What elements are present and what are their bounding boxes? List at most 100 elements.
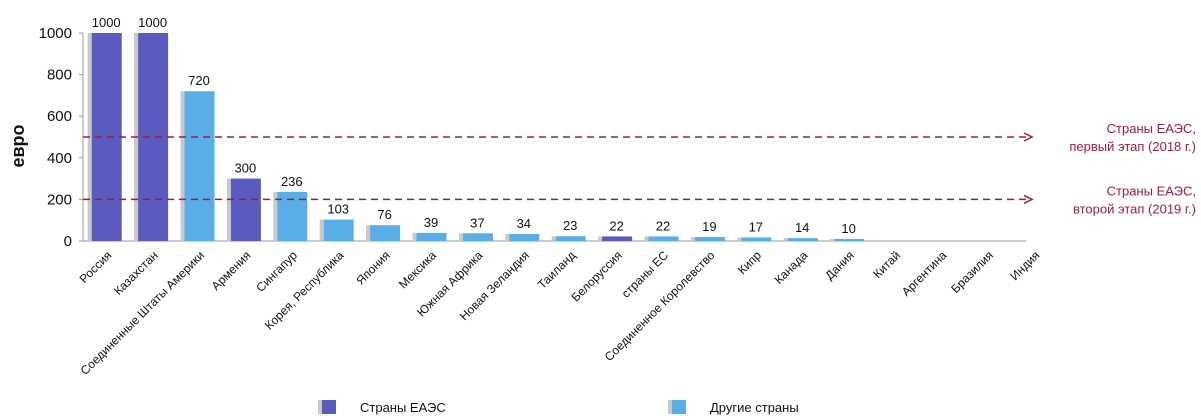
bar-shadow [226, 178, 231, 241]
category-label: Казахстан [111, 248, 161, 298]
bar-shadow [598, 236, 603, 241]
category-label: Таиланд [535, 248, 578, 291]
legend-swatch [322, 400, 336, 414]
bar-fill [648, 236, 679, 241]
bar [87, 33, 122, 241]
category-label: Бразилия [948, 248, 996, 296]
bar-fill [416, 232, 447, 241]
data-label: 1000 [92, 15, 121, 30]
category-label: Белоруссия [568, 248, 624, 304]
category-label: Кипр [735, 248, 764, 277]
bar [366, 225, 401, 241]
bar [412, 232, 447, 241]
legend-label: Страны ЕАЭС [360, 400, 446, 415]
bar-fill [138, 33, 169, 241]
y-ticks: 0 200 400 600 800 1000 [39, 25, 83, 250]
data-label: 103 [327, 202, 349, 217]
data-label: 34 [517, 216, 531, 231]
legend: Страны ЕАЭС Другие страны [318, 400, 799, 415]
bar [551, 236, 586, 241]
bar [783, 238, 818, 241]
bar-fill [602, 236, 633, 241]
bar [319, 219, 354, 241]
category-label: Дания [822, 248, 856, 282]
legend-item: Другие страны [668, 400, 799, 415]
bar-fill [323, 219, 354, 241]
bar-fill [741, 237, 772, 241]
bar-shadow [458, 233, 463, 241]
data-label: 300 [235, 161, 257, 176]
y-tick-label: 200 [47, 191, 72, 208]
bar-fill [555, 236, 586, 241]
category-label: Сингапур [253, 248, 300, 295]
category-label: Канада [772, 248, 811, 287]
category-label: Россия [77, 248, 115, 286]
bar [226, 178, 261, 241]
bar-shadow [830, 238, 835, 241]
bar-fill [370, 225, 401, 241]
y-tick-label: 800 [47, 67, 72, 84]
bar-fill [184, 91, 215, 242]
category-label: Армения [209, 248, 254, 293]
bar [458, 233, 493, 241]
data-label: 76 [377, 207, 391, 222]
reference-line-label: второй этап (2019 г.) [1073, 201, 1196, 216]
reference-line-label: Страны ЕАЭС, [1107, 183, 1196, 198]
category-label: Япония [353, 248, 392, 287]
bar-shadow [690, 237, 695, 241]
bar-shadow [180, 91, 185, 242]
data-label: 19 [702, 219, 716, 234]
bar [505, 233, 540, 241]
legend-swatch [672, 400, 686, 414]
bar-fill [787, 238, 818, 241]
legend-swatch-shadow [668, 400, 672, 414]
bar-fill [694, 237, 725, 241]
arrow-head-icon [1023, 132, 1034, 142]
reference-line: Страны ЕАЭС, первый этап (2018 г.) [83, 121, 1196, 154]
legend-item: Страны ЕАЭС [318, 400, 446, 415]
data-label: 17 [749, 219, 763, 234]
y-axis-title: евро [8, 124, 28, 167]
bar-shadow [737, 237, 742, 241]
data-label: 22 [609, 218, 623, 233]
data-label: 1000 [138, 15, 167, 30]
arrow-head-icon [1023, 194, 1034, 205]
data-label: 236 [281, 174, 303, 189]
y-tick-label: 400 [47, 150, 72, 167]
bar-shadow [644, 236, 649, 241]
y-tick-label: 0 [64, 233, 72, 250]
data-label: 22 [656, 218, 670, 233]
bar-fill [230, 178, 261, 241]
data-label: 39 [424, 215, 438, 230]
bar [134, 33, 169, 241]
bar-fill [462, 233, 493, 241]
data-label: 14 [795, 220, 809, 235]
category-label: Китай [870, 248, 903, 281]
data-label: 37 [470, 215, 484, 230]
reference-line-label: Страны ЕАЭС, [1107, 121, 1196, 136]
category-label: Мексика [396, 248, 439, 291]
data-label: 23 [563, 218, 577, 233]
reference-line-label: первый этап (2018 г.) [1069, 139, 1196, 154]
data-label: 10 [841, 221, 855, 236]
category-label: Аргентина [899, 248, 950, 299]
bar [644, 236, 679, 241]
category-label: Индия [1007, 248, 1042, 283]
data-label: 720 [188, 73, 210, 88]
data-labels: 1000 1000 720 300 236 103 76 39 37 34 23 22 22 19 17 14… [92, 15, 856, 236]
bar [737, 237, 772, 241]
bar-shadow [412, 232, 417, 241]
bar-shadow [366, 225, 371, 241]
bar-shadow [551, 236, 556, 241]
bar-shadow [505, 233, 510, 241]
bar-fill [509, 233, 540, 241]
category-label: Корея, Республика [262, 248, 347, 333]
bar-fill [834, 238, 865, 241]
bar-shadow [783, 238, 788, 241]
bar [598, 236, 633, 241]
reference-line: Страны ЕАЭС, второй этап (2019 г.) [83, 183, 1196, 216]
legend-swatch-shadow [318, 400, 322, 414]
bar-shadow [273, 191, 278, 241]
